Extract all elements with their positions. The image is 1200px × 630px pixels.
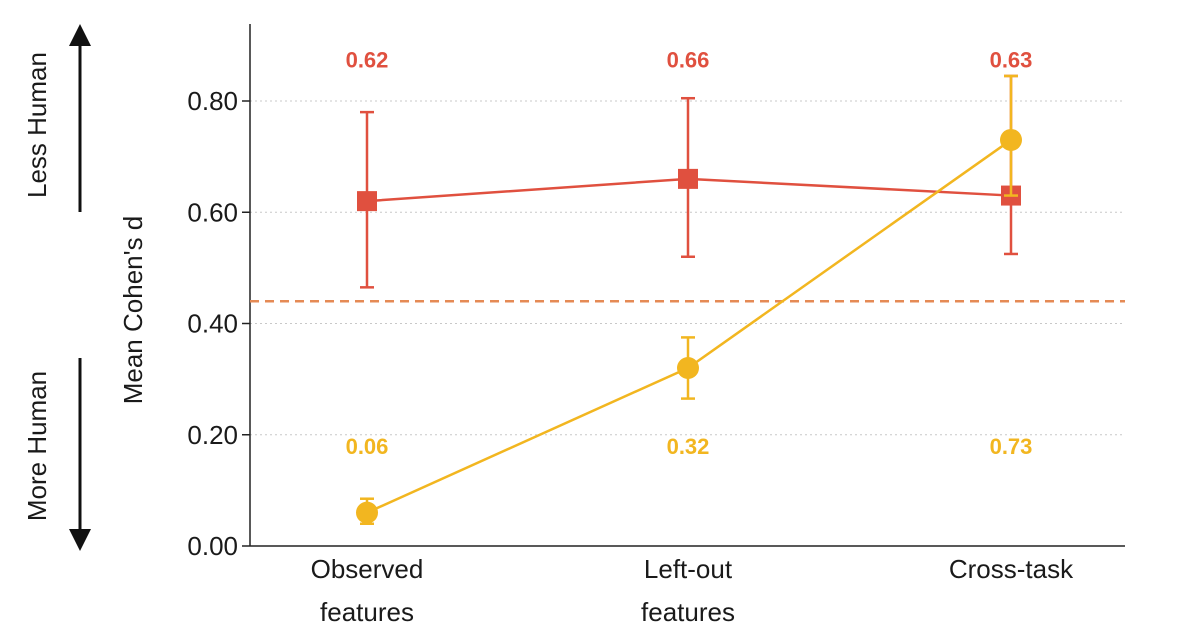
- data-label: 0.32: [667, 434, 710, 459]
- data-label: 0.06: [346, 434, 389, 459]
- data-label: 0.73: [990, 434, 1033, 459]
- gridlines: [250, 100, 1125, 436]
- y-ticks: 0.00 0.20 0.40 0.60 0.80: [187, 86, 250, 561]
- y-tick-label: 0.20: [187, 420, 238, 450]
- x-tick-label: Cross-task: [949, 554, 1074, 584]
- y-tick-label: 0.60: [187, 197, 238, 227]
- series-0: [357, 74, 1021, 289]
- y-tick-label: 0.40: [187, 309, 238, 339]
- x-tick-label: Left-out: [644, 554, 733, 584]
- data-label: 0.63: [990, 48, 1033, 73]
- data-point: [677, 357, 699, 379]
- down-arrowhead-icon: [69, 529, 91, 551]
- series-1: [356, 74, 1022, 525]
- axes: [249, 24, 1125, 547]
- side-annotations: Less Human More Human: [22, 24, 91, 551]
- data-point: [1000, 128, 1022, 151]
- x-tick-labels: Observed features Left-out features Cross-ta…: [311, 554, 1074, 627]
- x-tick-label: features: [320, 597, 414, 627]
- data-point: [356, 501, 378, 524]
- x-tick-label: features: [641, 597, 735, 627]
- value-labels: 0.62 0.66 0.63 0.06 0.32 0.73: [346, 48, 1033, 460]
- series-layer: [356, 74, 1022, 525]
- less-human-label: Less Human: [22, 52, 52, 198]
- data-point: [678, 168, 698, 189]
- data-label: 0.62: [346, 48, 389, 73]
- y-tick-label: 0.80: [187, 86, 238, 116]
- more-human-label: More Human: [22, 371, 52, 521]
- data-label: 0.66: [667, 48, 710, 73]
- up-arrowhead-icon: [69, 24, 91, 46]
- data-point: [357, 191, 377, 212]
- y-axis-label: Mean Cohen's d: [118, 216, 148, 405]
- y-tick-label: 0.00: [187, 531, 238, 561]
- x-tick-label: Observed: [311, 554, 424, 584]
